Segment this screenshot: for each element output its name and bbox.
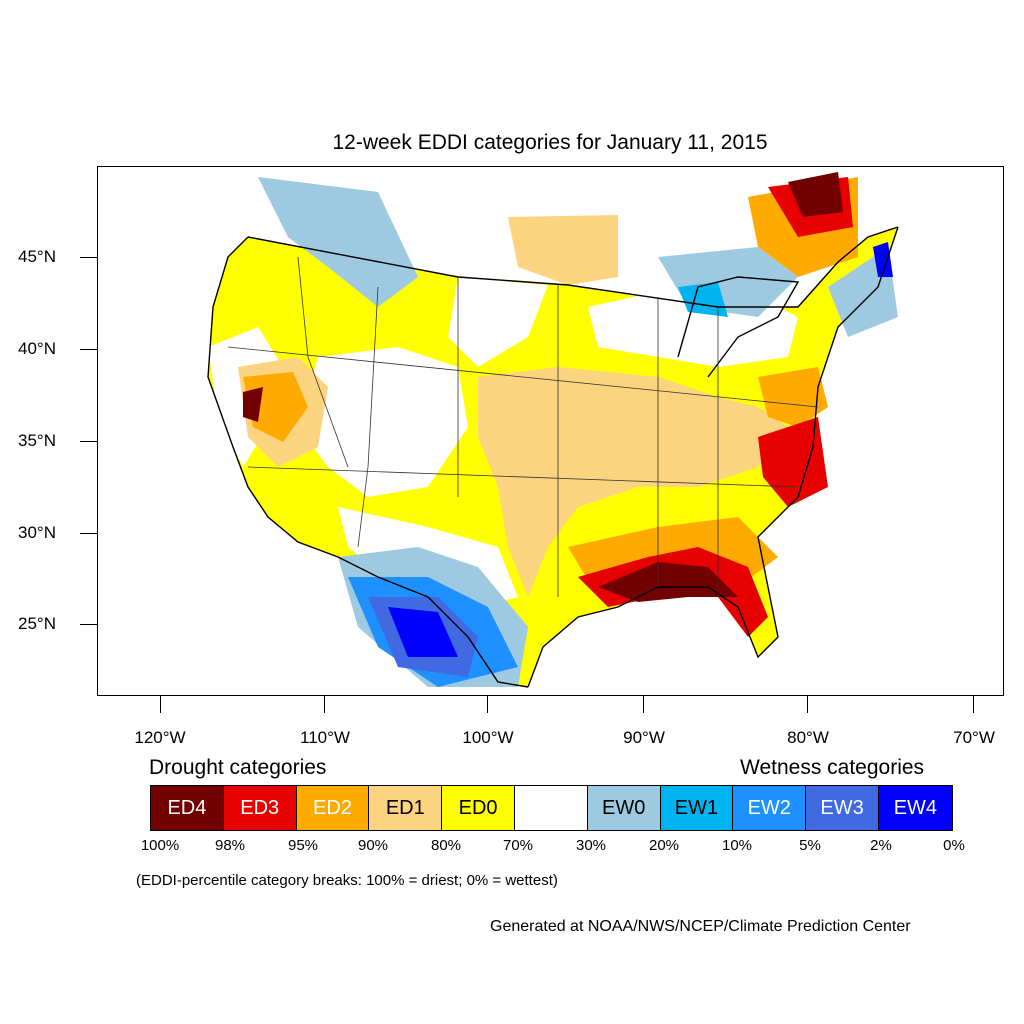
category-breaks-note: (EDDI-percentile category breaks: 100% =…: [136, 872, 558, 889]
ed3-carolinas: [758, 417, 828, 507]
legend-ew2: EW2: [733, 786, 807, 830]
lon-label-70: 70°W: [953, 728, 995, 747]
ew1-lakes: [678, 282, 728, 317]
lat-label-35: 35°N: [18, 431, 56, 450]
wetness-categories-heading: Wetness categories: [740, 756, 925, 779]
ed4-nevada: [243, 387, 263, 422]
lat-tick: [80, 349, 97, 350]
legend-ew0: EW0: [587, 786, 661, 830]
percent-break: 80%: [430, 837, 462, 854]
ed4-ne-canada: [788, 172, 843, 217]
percent-break: 20%: [648, 837, 680, 854]
percent-break: 0%: [943, 837, 965, 854]
neutral-rockies: [298, 347, 468, 497]
legend-ew3: EW3: [806, 786, 879, 830]
legend-neutral: [514, 786, 588, 830]
map-title: 12-week EDDI categories for January 11, …: [332, 131, 768, 154]
lon-tick: [973, 696, 974, 713]
percent-break: 90%: [357, 837, 389, 854]
lon-label-120: 120°W: [134, 728, 186, 747]
lon-tick: [324, 696, 325, 713]
percent-break: 30%: [575, 837, 607, 854]
lat-tick: [80, 533, 97, 534]
lat-tick: [80, 624, 97, 625]
lat-label-30: 30°N: [18, 523, 56, 542]
ed1-northplains: [508, 215, 618, 285]
lat-label-45: 45°N: [18, 247, 56, 266]
percent-break: 10%: [721, 837, 753, 854]
ed2-northeast: [758, 367, 828, 427]
lat-tick: [80, 257, 97, 258]
legend-color-bar: ED4 ED3 ED2 ED1 ED0 EW0 EW1 EW2 EW3 EW4: [150, 785, 953, 831]
legend-ed2: ED2: [296, 786, 370, 830]
legend-ed1: ED1: [369, 786, 443, 830]
legend-ed0: ED0: [442, 786, 515, 830]
percent-break: 98%: [214, 837, 246, 854]
percent-break: 70%: [502, 837, 534, 854]
neutral-plains: [448, 277, 548, 367]
state-borders: [227, 256, 819, 597]
eddi-map: [207, 172, 899, 688]
lon-label-90: 90°W: [623, 728, 665, 747]
map-panel[interactable]: [97, 166, 1004, 696]
legend-ed3: ED3: [223, 786, 297, 830]
percent-break: 100%: [140, 837, 180, 854]
lon-tick: [160, 696, 161, 713]
lat-label-25: 25°N: [18, 614, 56, 633]
lon-label-80: 80°W: [787, 728, 829, 747]
lon-label-110: 110°W: [300, 728, 350, 747]
percent-break: 5%: [799, 837, 821, 854]
ed1-midwest: [478, 367, 788, 597]
ew4-texas: [388, 607, 458, 657]
percent-break: 95%: [287, 837, 319, 854]
ew0-northwest: [258, 177, 418, 307]
drought-categories-heading: Drought categories: [149, 756, 327, 779]
credit-line: Generated at NOAA/NWS/NCEP/Climate Predi…: [490, 918, 911, 935]
legend-ed4: ED4: [151, 786, 224, 830]
lon-tick: [487, 696, 488, 713]
lon-tick: [643, 696, 644, 713]
ew4-maine: [873, 242, 893, 277]
lat-tick: [80, 441, 97, 442]
lat-label-40: 40°N: [18, 339, 56, 358]
coastlines: [207, 226, 899, 688]
percent-break: 2%: [870, 837, 892, 854]
legend-ew1: EW1: [660, 786, 734, 830]
lon-label-100: 100°W: [462, 728, 514, 747]
ed4-gulf: [598, 562, 738, 602]
lon-tick: [807, 696, 808, 713]
legend-ew4: EW4: [878, 786, 952, 830]
